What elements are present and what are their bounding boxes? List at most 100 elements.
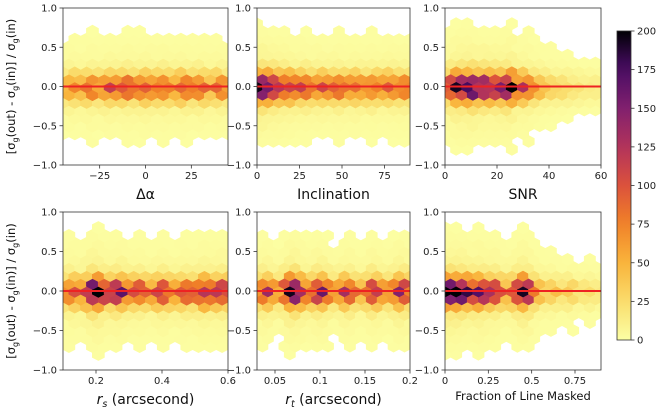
x-tick-label: 0.5 (524, 376, 540, 387)
hexbin-layer (428, 221, 618, 361)
y-tick-label: −1.0 (415, 161, 439, 172)
panel-3: 0 20 40 60 −1.0 −0.5 0.0 0.5 1.0 SNR (415, 4, 618, 204)
hex-bin (522, 25, 535, 38)
hex-bin (186, 32, 199, 47)
hex-bin (151, 32, 164, 47)
hex-bin (544, 40, 557, 54)
x-tick-label: 60 (595, 171, 608, 182)
hex-bin (267, 25, 280, 38)
hex-bin (227, 311, 228, 319)
hexbin-layer (240, 229, 410, 361)
hex-bin (600, 263, 601, 271)
y-tick-label: −0.5 (415, 121, 439, 132)
hex-bin (583, 253, 596, 266)
hex-bin (349, 33, 362, 46)
hex-bin (257, 59, 258, 67)
x-tick-label: 0 (442, 171, 448, 182)
colorbar-tick-label: 75 (637, 220, 650, 231)
hex-bin (589, 56, 601, 70)
hex-bin (428, 300, 440, 313)
hex-bin (450, 221, 463, 235)
hex-bin (578, 56, 591, 70)
hex-bin (156, 229, 170, 243)
hex-bin (409, 43, 410, 51)
hex-bin (600, 90, 601, 98)
hex-bin (300, 25, 312, 38)
x-tick-label: 0.2 (402, 376, 418, 387)
hex-bin (478, 25, 490, 38)
hex-bin (428, 269, 440, 282)
hex-bin (68, 32, 82, 47)
y-tick-label: −1.0 (33, 366, 57, 377)
hex-bin (445, 221, 451, 235)
hex-bin (227, 263, 228, 271)
hex-bin (600, 75, 601, 83)
y-tick-label: 0.5 (423, 43, 439, 54)
y-tick-label: 1.0 (423, 4, 439, 15)
hex-bin (103, 32, 117, 47)
hex-bin (445, 342, 446, 350)
y-tick-label: 1.0 (235, 4, 251, 15)
hex-bin (234, 269, 247, 282)
hex-bin (445, 311, 446, 319)
hex-bin (387, 229, 400, 242)
hex-bin (600, 106, 601, 114)
colorbar-tick-label: 150 (637, 104, 656, 115)
hex-bin (450, 17, 463, 31)
hex-bin (240, 301, 252, 313)
y-tick-label: 0.0 (41, 82, 57, 93)
y-axis-label: [σg(out) - σg(in)] / σg(in) (4, 223, 20, 358)
hex-bin (192, 229, 205, 243)
x-axis-label: Inclination (297, 187, 370, 203)
hex-bin (240, 269, 252, 281)
x-tick-label: 0.6 (220, 376, 236, 387)
hex-bin (333, 25, 345, 38)
colorbar-tick-label: 175 (637, 65, 656, 76)
hex-bin (409, 90, 410, 98)
panel-6: 0 0.25 0.5 0.75 −1.0 −0.5 0.0 0.5 1.0 Fraction of… (415, 208, 618, 403)
x-tick-label: 0.1 (312, 376, 328, 387)
hex-bin (606, 269, 618, 282)
hex-bin (445, 232, 446, 240)
hex-bin (409, 263, 410, 271)
y-tick-label: −1.0 (227, 366, 251, 377)
y-tick-label: 1.0 (41, 4, 57, 15)
x-tick-label: 0 (254, 171, 260, 182)
panel-5: 0.05 0.1 0.15 0.2 −1.0 −0.5 0.0 0.5 1.0 rt (arcse… (227, 208, 418, 411)
hex-bin (198, 32, 211, 47)
hex-bin (174, 32, 188, 47)
y-tick-label: −1.0 (33, 161, 57, 172)
hex-bin (365, 229, 378, 242)
hex-bin (133, 24, 146, 39)
hex-bin (561, 253, 574, 266)
y-axis-label: [σg(out) - σg(in)] / σg(in) (4, 19, 20, 154)
hex-bin (344, 229, 356, 242)
x-axis-label: rt (arcsecond) (285, 392, 382, 410)
hex-bin (606, 285, 618, 298)
y-tick-label: −0.5 (227, 326, 251, 337)
colorbar-gradient (616, 30, 632, 341)
hex-bin (63, 106, 64, 114)
hex-bin (600, 295, 601, 303)
hex-bin (45, 269, 58, 282)
hex-bin (257, 311, 258, 319)
x-tick-label: 0.75 (564, 376, 586, 387)
colorbar: 0 25 50 75 100 125 150 175 200 (616, 27, 656, 347)
x-tick-label: 75 (378, 171, 391, 182)
y-tick-label: 0.0 (235, 82, 251, 93)
hex-bin (404, 33, 410, 46)
hex-bin (133, 229, 146, 243)
y-tick-label: 0.5 (41, 247, 57, 258)
y-tick-label: 0.0 (423, 82, 439, 93)
panel-4: 0.2 0.4 0.6 −1.0 −0.5 0.0 0.5 1.0 rs (arcsecond)… (4, 208, 247, 411)
hex-bin (428, 96, 440, 109)
hex-bin (600, 59, 601, 67)
x-tick-label: 20 (491, 171, 504, 182)
hex-bin (257, 263, 258, 271)
y-tick-label: 0.5 (235, 247, 251, 258)
hex-bin (489, 229, 502, 243)
x-tick-label: 0.25 (477, 376, 499, 387)
hex-bin (606, 96, 618, 109)
hex-bin (121, 24, 135, 39)
